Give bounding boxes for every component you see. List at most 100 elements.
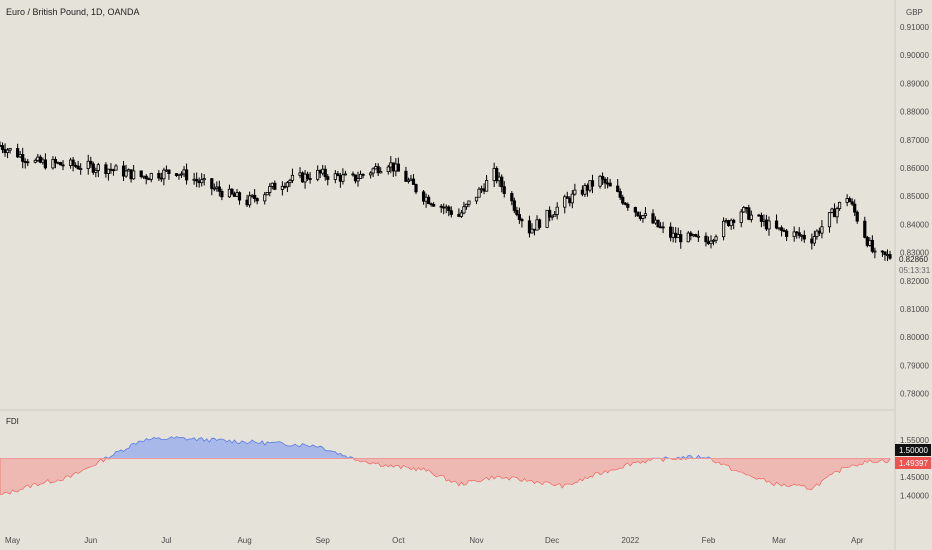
candle-body <box>694 234 698 237</box>
candle-body <box>865 236 869 246</box>
candle-body <box>38 156 42 163</box>
candle-body <box>633 207 637 213</box>
candle-body <box>742 207 746 213</box>
candle-body <box>217 186 221 192</box>
candle-body <box>623 202 627 205</box>
time-tick-label: Dec <box>545 536 559 545</box>
candle-body <box>800 234 804 237</box>
candle-body <box>288 179 292 184</box>
time-tick-label: Oct <box>392 536 405 545</box>
last-price-label: 0.82860 <box>899 255 928 264</box>
candle-body <box>394 163 398 172</box>
candle-body <box>91 163 95 173</box>
time-tick-label: Sep <box>316 536 331 545</box>
candle-body <box>124 170 128 177</box>
candle-body <box>467 200 471 205</box>
candle-body <box>850 201 854 205</box>
candle-body <box>245 199 249 206</box>
price-tick-label: 0.78000 <box>900 390 929 399</box>
candle-body <box>409 178 413 181</box>
candle-body <box>429 203 433 206</box>
candle-body <box>565 196 569 199</box>
candle-body <box>658 226 663 229</box>
candle-body <box>237 192 242 201</box>
candle-body <box>167 169 171 175</box>
candle-body <box>812 236 816 244</box>
candle-body <box>129 169 133 180</box>
candle-body <box>732 219 736 223</box>
candle-body <box>588 180 592 191</box>
price-tick-label: 0.89000 <box>900 79 929 88</box>
candle-body <box>815 230 819 237</box>
candle-body <box>656 219 660 228</box>
candle-body <box>442 206 446 209</box>
candle-body <box>459 212 463 217</box>
candle-body <box>704 235 708 243</box>
candle-body <box>179 173 184 176</box>
candle-body <box>406 179 411 182</box>
candle-body <box>298 172 302 176</box>
candle-body <box>270 182 274 187</box>
candle-body <box>853 203 857 213</box>
candle-body <box>464 203 469 208</box>
candle-body <box>608 182 612 187</box>
candle-body <box>545 209 549 228</box>
time-tick-label: Jun <box>84 536 97 545</box>
candle-body <box>744 207 748 209</box>
candle-body <box>111 169 116 172</box>
candle-body <box>263 194 267 202</box>
candle-body <box>848 198 852 203</box>
candle-body <box>810 238 814 244</box>
candle-body <box>583 185 587 195</box>
candle-body <box>250 194 254 197</box>
candle-body <box>220 190 224 198</box>
candle-body <box>764 219 769 230</box>
candle-body <box>653 219 658 224</box>
candle-body <box>827 212 832 228</box>
candle-body <box>200 179 204 184</box>
candle-body <box>18 154 22 158</box>
fdi-tick-label: 1.40000 <box>900 492 929 501</box>
candle-body <box>149 173 153 180</box>
price-tick-label: 0.86000 <box>900 164 929 173</box>
candle-body <box>386 166 390 172</box>
candle-body <box>689 232 693 237</box>
candle-body <box>336 173 340 177</box>
candle-body <box>126 169 131 172</box>
candle-body <box>510 193 514 202</box>
fdi-area-series <box>0 436 891 495</box>
candle-body <box>563 196 567 208</box>
price-tick-label: 0.80000 <box>900 333 929 342</box>
time-tick-label: Mar <box>772 536 786 545</box>
candle-body <box>308 178 312 180</box>
candle-body <box>273 182 277 190</box>
candle-body <box>343 173 348 176</box>
candle-body <box>762 219 766 222</box>
candle-body <box>326 176 330 180</box>
candle-body <box>192 178 196 181</box>
candle-body <box>74 165 78 167</box>
candle-body <box>747 207 751 220</box>
candle-body <box>132 170 136 180</box>
candle-body <box>396 163 400 172</box>
candle-body <box>8 148 12 151</box>
candle-body <box>71 159 75 166</box>
candle-body <box>870 239 874 252</box>
candle-body <box>174 173 179 176</box>
candle-body <box>215 186 219 189</box>
candle-body <box>318 169 322 174</box>
candle-body <box>651 213 655 224</box>
candle-body <box>369 172 373 176</box>
countdown-label: 05:13:31 <box>899 266 931 275</box>
candle-body <box>432 204 436 207</box>
candle-body <box>0 145 5 150</box>
candle-body <box>530 228 534 234</box>
candle-body <box>495 167 499 182</box>
candle-body <box>868 239 872 246</box>
candle-body <box>139 170 143 177</box>
candle-body <box>3 149 7 154</box>
candle-body <box>709 240 713 245</box>
candle-body <box>248 195 252 206</box>
candle-body <box>482 188 486 192</box>
candle-body <box>421 191 426 202</box>
